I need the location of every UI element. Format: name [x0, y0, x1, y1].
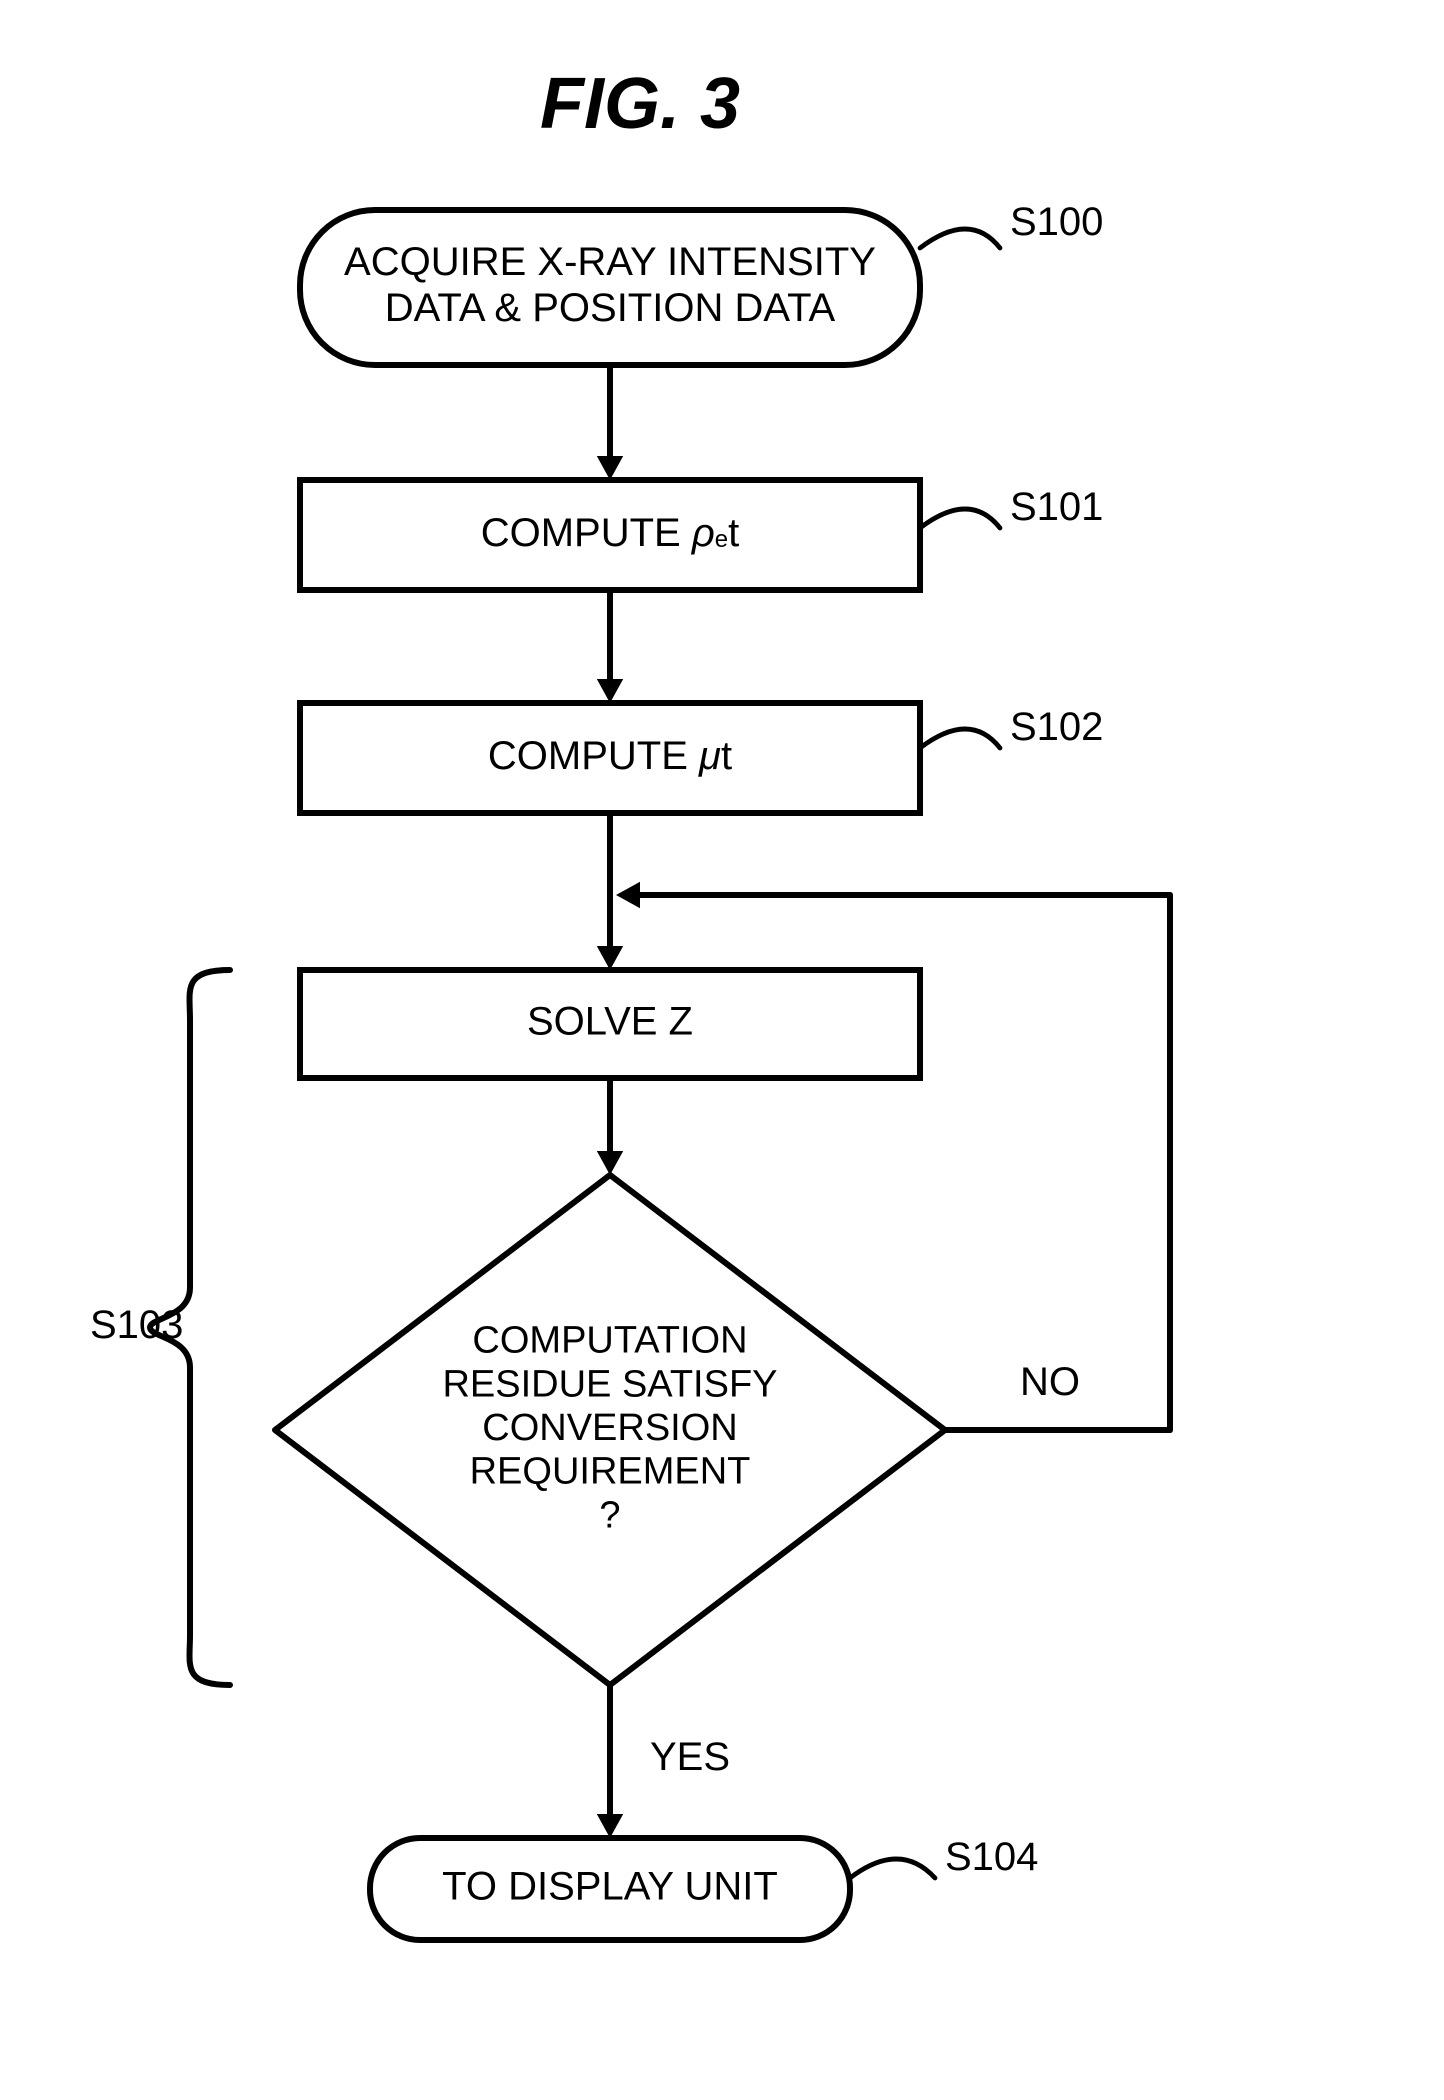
svg-text:COMPUTE ρet: COMPUTE ρet: [481, 511, 740, 555]
svg-text:COMPUTE μt: COMPUTE μt: [488, 734, 732, 778]
svg-text:S104: S104: [945, 1835, 1038, 1879]
svg-text:NO: NO: [1020, 1360, 1080, 1404]
svg-text:S100: S100: [1010, 200, 1103, 244]
svg-text:S102: S102: [1010, 705, 1103, 749]
svg-text:CONVERSION: CONVERSION: [482, 1407, 737, 1449]
svg-text:SOLVE Z: SOLVE Z: [527, 1000, 693, 1044]
svg-text:S103: S103: [90, 1303, 183, 1347]
svg-text:DATA & POSITION DATA: DATA & POSITION DATA: [385, 286, 836, 330]
svg-text:?: ?: [599, 1494, 620, 1536]
svg-text:YES: YES: [650, 1735, 730, 1779]
svg-text:COMPUTATION: COMPUTATION: [472, 1320, 747, 1362]
flowchart: ACQUIRE X-RAY INTENSITYDATA & POSITION D…: [0, 0, 1444, 2100]
svg-text:REQUIREMENT: REQUIREMENT: [470, 1451, 751, 1493]
svg-text:TO DISPLAY UNIT: TO DISPLAY UNIT: [442, 1865, 778, 1909]
svg-text:RESIDUE SATISFY: RESIDUE SATISFY: [442, 1363, 777, 1405]
svg-text:ACQUIRE X-RAY INTENSITY: ACQUIRE X-RAY INTENSITY: [344, 240, 876, 284]
svg-text:S101: S101: [1010, 485, 1103, 529]
